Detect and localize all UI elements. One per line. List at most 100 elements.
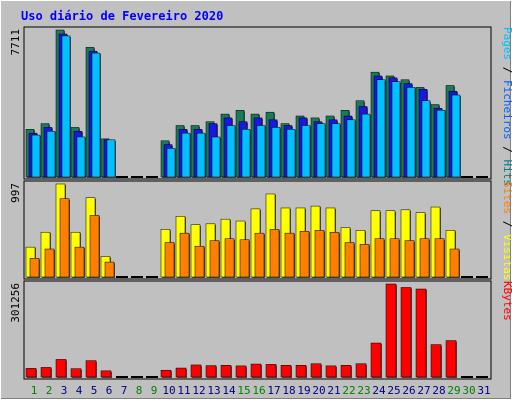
bar-kbytes-kbytes-day-5 bbox=[85, 360, 97, 378]
bar-pages-files-hits-pages-day-6 bbox=[106, 139, 116, 178]
bar-pages-files-hits-pages-day-11 bbox=[181, 132, 191, 178]
bar-pages-files-hits-pages-day-27 bbox=[421, 100, 431, 178]
panel-legend-visits-sites: Sites / Visitas bbox=[501, 181, 512, 280]
bar-visits-sites-sites-day-22 bbox=[344, 242, 355, 278]
bar-pages-files-hits-pages-day-2 bbox=[46, 130, 56, 178]
bar-visits-sites-sites-day-25 bbox=[389, 238, 400, 278]
day-label-25: 25 bbox=[387, 384, 400, 397]
day-label-28: 28 bbox=[432, 384, 445, 397]
day-label-16: 16 bbox=[252, 384, 265, 397]
bar-kbytes-kbytes-day-12 bbox=[190, 364, 202, 378]
legend-part-pages-files-hits-1: / bbox=[501, 60, 512, 80]
day-label-6: 6 bbox=[106, 384, 113, 397]
bar-pages-files-hits-pages-day-28 bbox=[436, 110, 446, 178]
day-label-26: 26 bbox=[402, 384, 415, 397]
day-label-3: 3 bbox=[61, 384, 68, 397]
panel-legend-pages-files-hits: Pages / Ficheiros / Hits bbox=[501, 27, 512, 186]
bar-kbytes-kbytes-day-21 bbox=[325, 365, 337, 378]
bar-pages-files-hits-pages-day-16 bbox=[256, 125, 266, 178]
bar-visits-sites-sites-day-26 bbox=[404, 240, 415, 278]
bar-pages-files-hits-pages-day-5 bbox=[91, 52, 101, 178]
bar-visits-sites-sites-day-5 bbox=[89, 215, 100, 278]
day-label-4: 4 bbox=[76, 384, 83, 397]
bar-visits-sites-sites-day-24 bbox=[374, 238, 385, 278]
bar-kbytes-kbytes-day-4 bbox=[70, 368, 82, 378]
bar-pages-files-hits-pages-day-26 bbox=[406, 87, 416, 178]
panel-max-label-pages-files-hits: 7711 bbox=[9, 29, 22, 56]
bar-pages-files-hits-pages-day-24 bbox=[376, 79, 386, 178]
bar-pages-files-hits-pages-day-20 bbox=[316, 123, 326, 178]
day-label-7: 7 bbox=[121, 384, 128, 397]
bar-pages-files-hits-pages-day-18 bbox=[286, 129, 296, 178]
bar-visits-sites-sites-day-6 bbox=[104, 261, 115, 278]
bar-pages-files-hits-pages-day-10 bbox=[166, 148, 176, 178]
legend-part-pages-files-hits-4: Hits bbox=[501, 159, 512, 186]
bar-kbytes-kbytes-day-19 bbox=[295, 365, 307, 378]
day-label-24: 24 bbox=[372, 384, 386, 397]
legend-part-pages-files-hits-0: Pages bbox=[501, 27, 512, 60]
bar-visits-sites-sites-day-13 bbox=[209, 240, 220, 278]
day-label-14: 14 bbox=[222, 384, 236, 397]
legend-part-visits-sites-2: Visitas bbox=[501, 234, 512, 280]
bar-visits-sites-sites-day-28 bbox=[434, 238, 445, 278]
day-label-20: 20 bbox=[312, 384, 325, 397]
day-label-30: 30 bbox=[462, 384, 475, 397]
bar-visits-sites-sites-day-15 bbox=[239, 239, 250, 278]
day-label-2: 2 bbox=[46, 384, 53, 397]
day-label-9: 9 bbox=[151, 384, 158, 397]
bar-visits-sites-sites-day-2 bbox=[44, 248, 55, 278]
bar-pages-files-hits-pages-day-21 bbox=[331, 123, 341, 178]
bar-pages-files-hits-pages-day-15 bbox=[241, 129, 251, 178]
bar-kbytes-kbytes-day-10 bbox=[160, 369, 172, 378]
bar-kbytes-kbytes-day-1 bbox=[25, 368, 37, 378]
day-label-23: 23 bbox=[357, 384, 370, 397]
day-label-21: 21 bbox=[327, 384, 340, 397]
bar-pages-files-hits-pages-day-29 bbox=[451, 94, 461, 178]
bar-visits-sites-sites-day-14 bbox=[224, 238, 235, 278]
bar-pages-files-hits-pages-day-19 bbox=[301, 125, 311, 178]
legend-part-pages-files-hits-3: / bbox=[501, 140, 512, 160]
bar-pages-files-hits-pages-day-1 bbox=[31, 134, 41, 178]
panel-frame-kbytes bbox=[23, 280, 492, 380]
bar-kbytes-kbytes-day-13 bbox=[205, 365, 217, 378]
bar-visits-sites-sites-day-29 bbox=[449, 248, 460, 278]
bar-pages-files-hits-pages-day-13 bbox=[211, 136, 221, 178]
bar-kbytes-kbytes-day-3 bbox=[55, 359, 67, 378]
panel-legend-kbytes: KBytes bbox=[501, 281, 512, 321]
day-label-31: 31 bbox=[477, 384, 490, 397]
panel-max-label-visits-sites: 997 bbox=[9, 183, 22, 203]
day-label-19: 19 bbox=[297, 384, 310, 397]
bar-visits-sites-sites-day-16 bbox=[254, 232, 265, 278]
bar-visits-sites-sites-day-10 bbox=[164, 242, 175, 278]
bar-kbytes-kbytes-day-25 bbox=[385, 283, 397, 378]
bar-kbytes-kbytes-day-14 bbox=[220, 365, 232, 378]
day-label-15: 15 bbox=[237, 384, 250, 397]
bar-pages-files-hits-pages-day-17 bbox=[271, 127, 281, 178]
bar-pages-files-hits-pages-day-12 bbox=[196, 132, 206, 178]
bar-kbytes-kbytes-day-2 bbox=[40, 367, 52, 378]
legend-part-kbytes-0: KBytes bbox=[501, 281, 512, 321]
bar-kbytes-kbytes-day-29 bbox=[445, 340, 457, 378]
day-label-27: 27 bbox=[417, 384, 430, 397]
bar-kbytes-kbytes-day-22 bbox=[340, 365, 352, 378]
day-label-13: 13 bbox=[207, 384, 220, 397]
bar-visits-sites-sites-day-11 bbox=[179, 232, 190, 278]
day-label-1: 1 bbox=[31, 384, 38, 397]
bar-kbytes-kbytes-day-24 bbox=[370, 342, 382, 378]
chart-title: Uso diário de Fevereiro 2020 bbox=[21, 9, 223, 23]
bar-kbytes-kbytes-day-16 bbox=[250, 363, 262, 378]
bar-kbytes-kbytes-day-15 bbox=[235, 365, 247, 378]
bar-visits-sites-sites-day-20 bbox=[314, 230, 325, 278]
legend-part-pages-files-hits-2: Ficheiros bbox=[501, 80, 512, 140]
bar-kbytes-kbytes-day-28 bbox=[430, 344, 442, 378]
legend-part-visits-sites-1: / bbox=[501, 214, 512, 234]
day-label-11: 11 bbox=[177, 384, 190, 397]
bar-pages-files-hits-pages-day-4 bbox=[76, 136, 86, 178]
bar-kbytes-kbytes-day-18 bbox=[280, 365, 292, 378]
bar-pages-files-hits-pages-day-23 bbox=[361, 113, 371, 178]
panel-frame-visits-sites bbox=[23, 180, 492, 280]
day-label-10: 10 bbox=[162, 384, 175, 397]
bar-kbytes-kbytes-day-20 bbox=[310, 363, 322, 378]
bar-kbytes-kbytes-day-26 bbox=[400, 287, 412, 378]
